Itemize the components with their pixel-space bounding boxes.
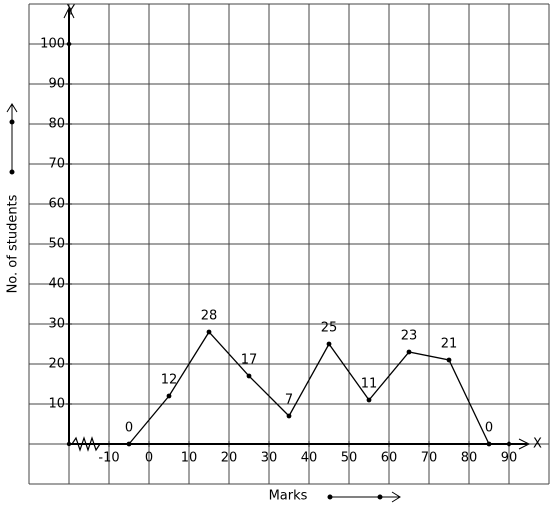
y-tick-label: 30 <box>48 317 65 332</box>
data-label: 7 <box>285 393 293 408</box>
data-label: 28 <box>201 309 218 324</box>
x-tick-label: 20 <box>221 451 238 466</box>
x-tick-label: 70 <box>421 451 438 466</box>
data-label: 23 <box>401 329 418 344</box>
data-point <box>486 441 492 447</box>
data-point <box>246 373 252 379</box>
data-point <box>366 397 372 403</box>
y-tick-label: 20 <box>48 357 65 372</box>
x-axis-letter: X <box>533 437 542 452</box>
y-axis-letter: Y <box>66 4 75 19</box>
data-label: 0 <box>125 421 133 436</box>
y-tick-label: 90 <box>48 77 65 92</box>
data-point <box>446 357 452 363</box>
data-label: 17 <box>241 353 258 368</box>
data-point <box>326 341 332 347</box>
x-axis-label: Marks <box>269 489 308 504</box>
x-tick-label: 10 <box>181 451 198 466</box>
y-tick-label: 60 <box>48 197 65 212</box>
data-point <box>166 393 172 399</box>
x-tick-label: 30 <box>261 451 278 466</box>
data-label: 11 <box>361 377 378 392</box>
data-point <box>406 349 412 355</box>
x-tick-label: 60 <box>381 451 398 466</box>
x-tick-label: 90 <box>501 451 518 466</box>
y-axis-label: No. of students <box>6 194 21 293</box>
x-tick-label: 50 <box>341 451 358 466</box>
x-tick-label: 40 <box>301 451 318 466</box>
y-tick-label: 40 <box>48 277 65 292</box>
decoration <box>6 103 401 503</box>
y-tick-label: 50 <box>48 237 65 252</box>
x-tick-label: 80 <box>461 451 478 466</box>
data-label: 0 <box>485 421 493 436</box>
data-point <box>206 329 212 335</box>
data-point <box>126 441 132 447</box>
x-axis-arrow <box>518 438 531 450</box>
data-label: 25 <box>321 321 338 336</box>
axis-dot <box>66 41 72 47</box>
y-axis-arrow <box>63 6 75 19</box>
axis-dot <box>506 441 512 447</box>
data-line <box>128 330 490 445</box>
y-tick-label: 70 <box>48 157 65 172</box>
axis-dot <box>66 441 72 447</box>
x-tick-label: 0 <box>145 451 153 466</box>
y-tick-label: 80 <box>48 117 65 132</box>
data-point <box>286 413 292 419</box>
data-label: 12 <box>161 373 178 388</box>
data-label: 21 <box>441 337 458 352</box>
y-tick-label: 100 <box>40 37 65 52</box>
x-tick-label: -10 <box>98 451 119 466</box>
y-tick-label: 10 <box>48 397 65 412</box>
